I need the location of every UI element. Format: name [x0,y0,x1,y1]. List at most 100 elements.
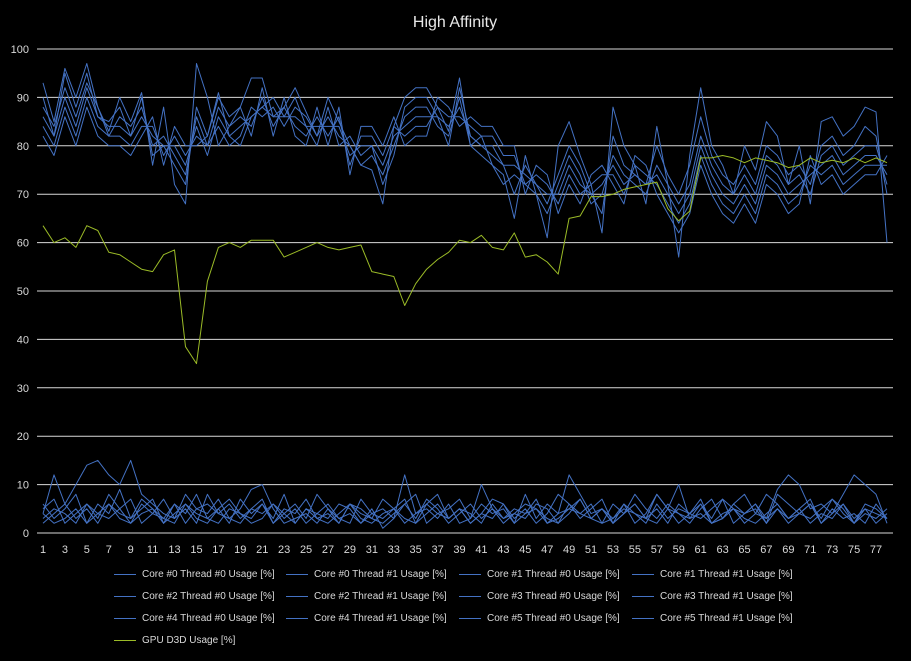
legend-label: Core #2 Thread #1 Usage [%] [314,590,447,602]
x-tick-label: 33 [388,544,400,556]
legend-label: Core #2 Thread #0 Usage [%] [142,590,275,602]
y-tick-label: 20 [17,431,29,443]
legend-swatch [114,595,136,597]
x-tick-label: 19 [234,544,246,556]
legend-item: GPU D3D Usage [%] [114,632,235,648]
legend-item: Core #3 Thread #0 Usage [%] [459,588,620,604]
legend-swatch [632,573,654,575]
y-tick-label: 70 [17,189,29,201]
x-tick-label: 23 [278,544,290,556]
legend-item: Core #0 Thread #1 Usage [%] [286,566,447,582]
x-tick-label: 3 [62,544,68,556]
x-tick-label: 51 [585,544,597,556]
x-tick-label: 69 [782,544,794,556]
legend-label: Core #4 Thread #1 Usage [%] [314,612,447,624]
series-line-2 [42,459,888,529]
x-tick-label: 11 [147,544,158,556]
legend-label: Core #4 Thread #0 Usage [%] [142,612,275,624]
x-tick-label: 63 [716,544,728,556]
x-tick-label: 67 [760,544,772,556]
legend-swatch [459,573,481,575]
x-tick-label: 5 [84,544,90,556]
x-tick-label: 55 [629,544,641,556]
legend-swatch [286,573,308,575]
x-tick-label: 57 [651,544,663,556]
legend-swatch [114,639,136,641]
legend-label: Core #5 Thread #0 Usage [%] [487,612,620,624]
x-tick-label: 1 [40,544,46,556]
x-tick-label: 61 [695,544,707,556]
legend-item: Core #5 Thread #1 Usage [%] [632,610,793,626]
legend-item: Core #5 Thread #0 Usage [%] [459,610,620,626]
legend: Core #0 Thread #0 Usage [%] Core #0 Threa… [0,562,911,654]
legend-label: Core #1 Thread #1 Usage [%] [660,568,793,580]
legend-label: Core #3 Thread #0 Usage [%] [487,590,620,602]
y-tick-label: 30 [17,383,29,395]
legend-item: Core #4 Thread #0 Usage [%] [114,610,275,626]
x-tick-label: 45 [519,544,531,556]
series-line-1 [42,63,888,258]
series-line-11 [42,87,888,234]
legend-label: GPU D3D Usage [%] [142,634,236,646]
legend-swatch [114,573,136,575]
x-tick-label: 53 [607,544,619,556]
legend-label: Core #0 Thread #0 Usage [%] [142,568,275,580]
series-line-13 [42,155,888,365]
x-tick-label: 35 [410,544,422,556]
legend-item: Core #3 Thread #1 Usage [%] [632,588,793,604]
legend-item: Core #1 Thread #0 Usage [%] [459,566,620,582]
x-tick-label: 21 [256,544,268,556]
x-tick-label: 49 [563,544,575,556]
y-axis-tick-labels: 0 10 20 30 40 50 60 70 80 90 100 [11,44,29,540]
x-tick-label: 29 [344,544,356,556]
legend-swatch [632,617,654,619]
chart-title: High Affinity [413,14,497,31]
x-tick-label: 39 [453,544,465,556]
x-tick-label: 31 [366,544,378,556]
legend-label: Core #5 Thread #1 Usage [%] [660,612,793,624]
y-tick-label: 100 [11,44,29,56]
legend-swatch [632,595,654,597]
x-tick-label: 75 [848,544,860,556]
x-tick-label: 27 [322,544,334,556]
x-tick-label: 65 [738,544,750,556]
legend-label: Core #3 Thread #1 Usage [%] [660,590,793,602]
legend-item: Core #2 Thread #0 Usage [%] [114,588,275,604]
series-line-3 [42,72,888,215]
x-tick-label: 15 [190,544,202,556]
legend-label: Core #0 Thread #1 Usage [%] [314,568,447,580]
x-tick-label: 9 [128,544,134,556]
legend-item: Core #4 Thread #1 Usage [%] [286,610,447,626]
y-tick-label: 60 [17,238,29,250]
x-tick-label: 73 [826,544,838,556]
x-tick-label: 71 [804,544,816,556]
series-lines [42,63,888,529]
x-tick-label: 13 [168,544,180,556]
y-tick-label: 40 [17,334,29,346]
x-tick-label: 47 [541,544,553,556]
x-tick-label: 7 [106,544,112,556]
y-tick-label: 10 [17,480,29,492]
x-tick-label: 25 [300,544,312,556]
x-tick-label: 43 [497,544,509,556]
x-axis-tick-labels: 1 3 5 7 9 11 13 15 17 19 21 23 25 27 29 31 33 35 37 39 41 43 4… [40,544,882,556]
y-tick-label: 0 [23,528,29,540]
legend-item: Core #2 Thread #1 Usage [%] [286,588,447,604]
legend-label: Core #1 Thread #0 Usage [%] [487,568,620,580]
legend-item: Core #0 Thread #0 Usage [%] [114,566,275,582]
series-line-12 [42,503,888,524]
legend-swatch [286,595,308,597]
x-tick-label: 17 [212,544,224,556]
y-tick-label: 50 [17,286,29,298]
series-line-10 [42,498,888,524]
legend-swatch [114,617,136,619]
x-tick-label: 37 [431,544,443,556]
legend-swatch [459,595,481,597]
legend-swatch [459,617,481,619]
x-tick-label: 77 [870,544,882,556]
x-tick-label: 59 [673,544,685,556]
y-tick-label: 80 [17,141,29,153]
x-tick-label: 41 [475,544,487,556]
